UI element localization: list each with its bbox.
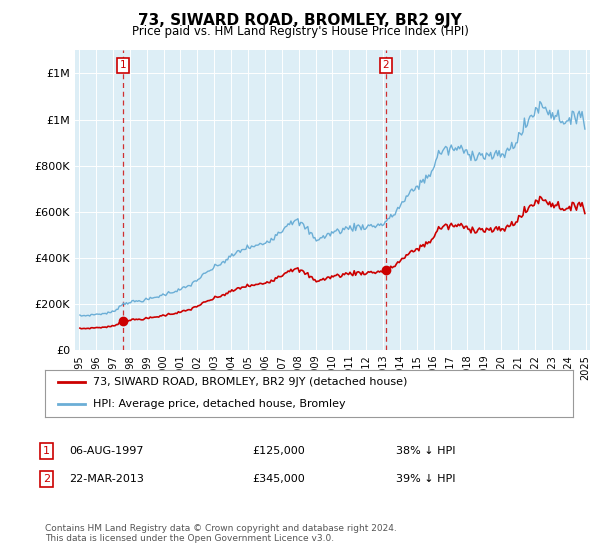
Text: 22-MAR-2013: 22-MAR-2013 xyxy=(69,474,144,484)
Text: Contains HM Land Registry data © Crown copyright and database right 2024.
This d: Contains HM Land Registry data © Crown c… xyxy=(45,524,397,543)
Text: 06-AUG-1997: 06-AUG-1997 xyxy=(69,446,143,456)
Text: HPI: Average price, detached house, Bromley: HPI: Average price, detached house, Brom… xyxy=(92,399,345,409)
Text: Price paid vs. HM Land Registry's House Price Index (HPI): Price paid vs. HM Land Registry's House … xyxy=(131,25,469,38)
Text: 2: 2 xyxy=(383,60,389,71)
Text: 1: 1 xyxy=(43,446,50,456)
Text: 2: 2 xyxy=(43,474,50,484)
Text: 39% ↓ HPI: 39% ↓ HPI xyxy=(396,474,455,484)
Text: 73, SIWARD ROAD, BROMLEY, BR2 9JY: 73, SIWARD ROAD, BROMLEY, BR2 9JY xyxy=(138,13,462,28)
Text: 73, SIWARD ROAD, BROMLEY, BR2 9JY (detached house): 73, SIWARD ROAD, BROMLEY, BR2 9JY (detac… xyxy=(92,377,407,388)
Text: 38% ↓ HPI: 38% ↓ HPI xyxy=(396,446,455,456)
Text: 1: 1 xyxy=(119,60,126,71)
Text: £125,000: £125,000 xyxy=(252,446,305,456)
Text: £345,000: £345,000 xyxy=(252,474,305,484)
